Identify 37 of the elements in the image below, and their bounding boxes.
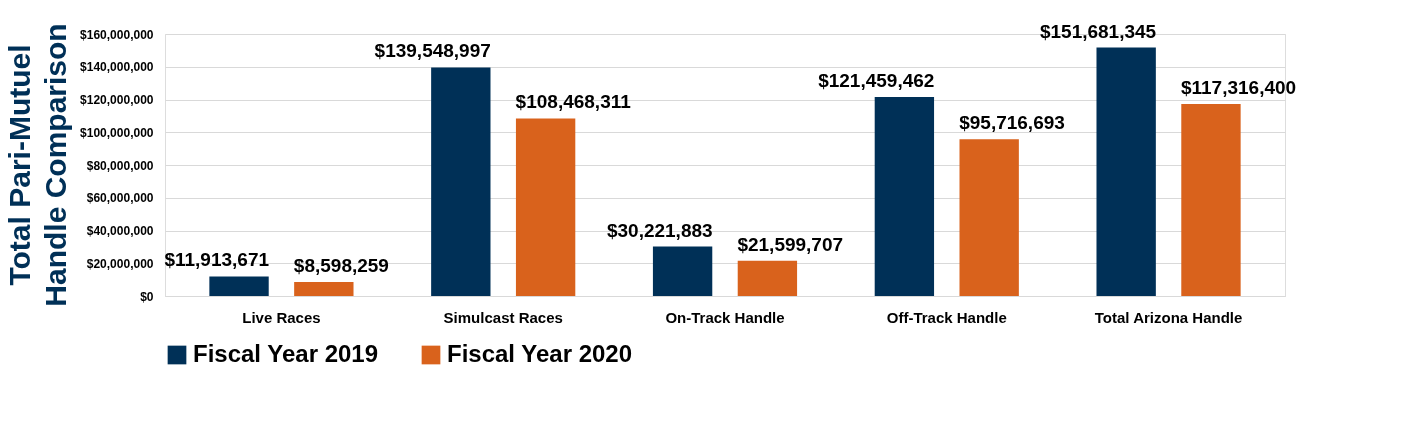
- x-tick-label: On-Track Handle: [665, 308, 785, 326]
- legend-label: Fiscal Year 2019: [193, 340, 379, 367]
- data-label: $8,598,259: [293, 254, 389, 276]
- x-tick-label: Live Races: [242, 308, 321, 326]
- data-label: $21,599,707: [737, 233, 844, 255]
- x-tick-label: Off-Track Handle: [886, 308, 1007, 326]
- text: Total Pari-Mutuel Handle Comparison: [2, 23, 72, 307]
- y-tick-label: $40,000,000: [86, 224, 154, 238]
- y-tick-label: $20,000,000: [86, 256, 154, 271]
- bar: [1096, 47, 1156, 296]
- y-tick-label: $80,000,000: [86, 158, 154, 173]
- y-tick-label: $60,000,000: [86, 191, 154, 206]
- bar: [515, 118, 576, 296]
- data-label: $108,468,311: [515, 91, 632, 113]
- x-tick-label: Simulcast Races: [443, 308, 563, 326]
- bar: [1181, 103, 1241, 296]
- x-tick-label: Total Arizona Handle: [1094, 308, 1243, 326]
- bar: [431, 67, 491, 296]
- data-label: $121,459,462: [818, 70, 935, 92]
- bar: [209, 276, 269, 296]
- data-label: $95,716,693: [959, 112, 1065, 134]
- data-label: $11,913,671: [164, 249, 270, 271]
- y-tick-label: $100,000,000: [80, 125, 154, 140]
- y-tick-label: $0: [140, 289, 154, 304]
- data-label: $30,221,883: [606, 219, 713, 241]
- bar: [874, 97, 935, 296]
- bar: [959, 139, 1019, 296]
- y-tick-label: $160,000,000: [80, 27, 154, 42]
- y-tick-label: $120,000,000: [80, 93, 154, 107]
- y-tick-label: $140,000,000: [80, 60, 154, 75]
- data-label: $117,316,400: [1180, 76, 1297, 98]
- legend-label: Fiscal Year 2020: [447, 340, 633, 367]
- data-label: $151,681,345: [1039, 20, 1157, 42]
- bar: [737, 260, 798, 296]
- data-label: $139,548,997: [374, 40, 491, 62]
- bar: [294, 281, 354, 296]
- bar: [652, 246, 713, 296]
